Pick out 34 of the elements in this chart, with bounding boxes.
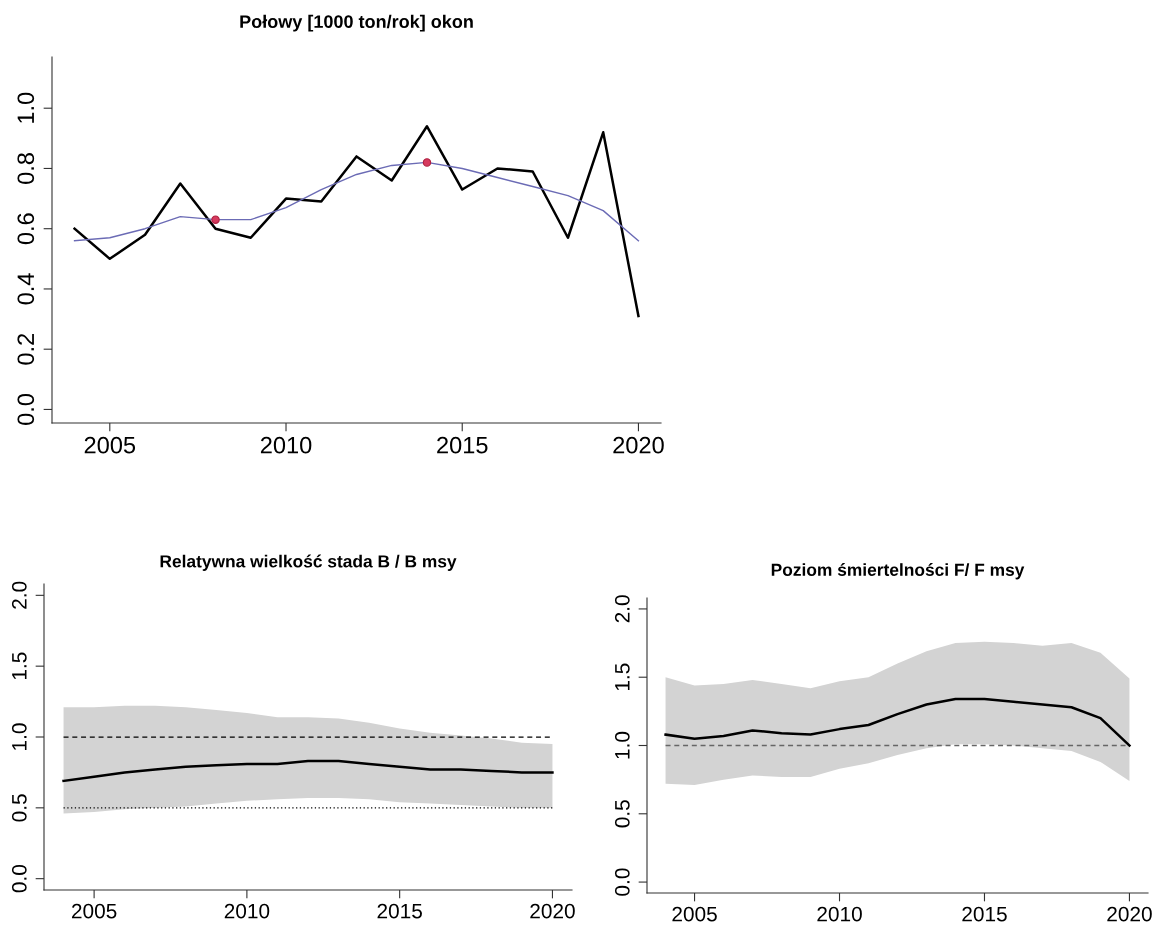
y-tick-label: 0.6 bbox=[17, 213, 35, 245]
x-tick-label: 2015 bbox=[962, 906, 1007, 922]
y-tick-label: 1.0 bbox=[614, 731, 630, 759]
y-tick-label: 1.0 bbox=[11, 723, 27, 750]
x-tick-label: 2020 bbox=[613, 436, 664, 454]
line-series bbox=[62, 759, 554, 783]
x-tick-label: 2005 bbox=[672, 906, 717, 922]
line-series bbox=[73, 125, 640, 318]
y-tick-label: 1.5 bbox=[615, 663, 630, 691]
y-tick-label: 0.8 bbox=[17, 153, 35, 184]
y-tick-label: 2.0 bbox=[11, 581, 27, 609]
y-tick-label: 0.5 bbox=[614, 800, 630, 828]
y-tick-label: 1.5 bbox=[12, 652, 27, 680]
x-tick-label: 2010 bbox=[260, 436, 312, 454]
chart-title: Poziom śmiertelności F/ F msy bbox=[771, 563, 1025, 580]
y-tick-label: 2.0 bbox=[614, 595, 630, 623]
x-tick-label: 2010 bbox=[817, 906, 862, 922]
x-tick-label: 2020 bbox=[530, 903, 575, 919]
x-tick-label: 2005 bbox=[71, 903, 117, 919]
x-tick-label: 2015 bbox=[437, 436, 488, 454]
y-tick-label: 1.0 bbox=[17, 92, 35, 123]
y-tick-label: 0.5 bbox=[11, 794, 27, 822]
x-tick-label: 2005 bbox=[84, 436, 136, 454]
chart-title: Połowy [1000 ton/rok] okon bbox=[240, 14, 473, 32]
y-tick-label: 0.4 bbox=[17, 273, 35, 305]
x-tick-label: 2015 bbox=[377, 903, 422, 919]
x-tick-label: 2020 bbox=[1107, 906, 1152, 922]
y-tick-label: 0.0 bbox=[614, 868, 630, 896]
y-tick-label: 0.0 bbox=[17, 393, 35, 425]
y-tick-label: 0.2 bbox=[17, 333, 35, 365]
chart-title: Relatywna wielkość stada B / B msy bbox=[160, 554, 457, 571]
x-tick-label: 2010 bbox=[224, 903, 270, 919]
line-series bbox=[664, 697, 1131, 747]
y-tick-label: 0.0 bbox=[11, 865, 27, 893]
